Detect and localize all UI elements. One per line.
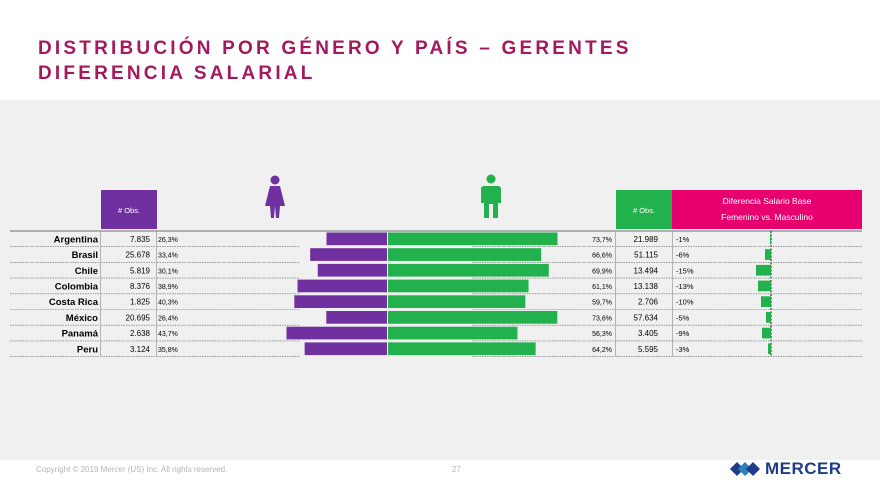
mercer-logo-text: MERCER: [765, 459, 842, 478]
male-obs-value: 13.138: [634, 282, 659, 291]
diff-bar: [762, 327, 771, 339]
diff-label: -5%: [676, 313, 690, 322]
country-label: Colombia: [55, 281, 99, 292]
gender-distribution-chart: # Obs. # Obs. Diferencia Salario Base Fe…: [10, 174, 862, 357]
female-obs-value: 1.825: [130, 298, 151, 307]
male-obs-value: 57.634: [634, 313, 659, 322]
female-bar: [310, 248, 387, 261]
diff-label: -1%: [676, 235, 690, 244]
male-obs-value: 5.595: [638, 345, 659, 354]
country-label: México: [66, 313, 98, 324]
diff-header-line-1: Diferencia Salario Base: [723, 196, 812, 206]
female-obs-header: # Obs.: [118, 206, 140, 215]
male-obs-value: 2.706: [638, 298, 659, 307]
female-bar: [297, 279, 387, 293]
male-bar: [388, 279, 529, 293]
male-bar: [388, 263, 549, 277]
page-number: 27: [452, 465, 461, 474]
copyright-text: Copyright © 2019 Mercer (US) Inc. All ri…: [36, 465, 228, 474]
country-label: Brasil: [72, 250, 98, 261]
female-obs-value: 5.819: [130, 266, 151, 275]
male-pct-label: 69,9%: [592, 268, 612, 275]
diff-label: -15%: [676, 266, 694, 275]
female-obs-header-bg: [101, 190, 157, 229]
chart-rows: Argentina 7.835 26,3% 73,7% 21.989 -1% Brasil 2…: [10, 230, 862, 357]
diff-bar: [758, 280, 771, 292]
male-bar: [388, 342, 536, 356]
female-pct-label: 40,3%: [158, 300, 178, 307]
diff-bar: [756, 264, 771, 276]
country-label: Peru: [77, 344, 98, 355]
male-obs-value: 13.494: [634, 266, 659, 275]
country-label: Panamá: [62, 329, 99, 340]
chart-panel: # Obs. # Obs. Diferencia Salario Base Fe…: [0, 100, 880, 460]
male-pct-label: 64,2%: [592, 347, 612, 354]
male-obs-header-bg: [616, 190, 672, 229]
male-pct-label: 73,6%: [592, 315, 612, 322]
page-title: DISTRIBUCIÓN POR GÉNERO Y PAÍS – GERENTE…: [38, 36, 632, 86]
mercer-logo-icon: [730, 462, 760, 476]
male-obs-value: 21.989: [634, 235, 659, 244]
male-bar: [388, 295, 526, 308]
female-pct-label: 43,7%: [158, 331, 178, 338]
diff-bar: [765, 249, 771, 260]
female-obs-value: 8.376: [130, 282, 151, 291]
male-icon: [481, 174, 501, 218]
title-line-2: DIFERENCIA SALARIAL: [38, 63, 316, 84]
female-bar: [286, 326, 387, 340]
female-icon: [265, 175, 285, 218]
female-bar: [326, 311, 387, 324]
country-label: Argentina: [54, 234, 99, 245]
country-label: Costa Rica: [49, 297, 99, 308]
female-bar: [294, 295, 387, 308]
diff-bar: [770, 233, 771, 245]
female-pct-label: 26,4%: [158, 315, 178, 322]
female-bar: [317, 263, 387, 277]
diff-label: -3%: [676, 345, 690, 354]
female-bar: [326, 232, 387, 246]
female-obs-value: 2.638: [130, 329, 151, 338]
female-obs-value: 20.695: [126, 313, 151, 322]
female-bar: [304, 342, 387, 356]
diff-bar: [761, 296, 771, 307]
male-pct-label: 66,6%: [592, 253, 612, 260]
title-line-1: DISTRIBUCIÓN POR GÉNERO Y PAÍS – GERENTE…: [38, 38, 632, 59]
diff-header-line-2: Femenino vs. Masculino: [721, 212, 813, 222]
female-obs-value: 3.124: [130, 345, 151, 354]
male-pct-label: 73,7%: [592, 237, 612, 244]
female-pct-label: 30,1%: [158, 268, 178, 275]
female-pct-label: 26,3%: [158, 237, 178, 244]
male-bar: [388, 232, 558, 246]
diff-bar: [768, 343, 771, 355]
male-obs-value: 3.405: [638, 329, 659, 338]
female-pct-label: 33,4%: [158, 253, 178, 260]
male-obs-header: # Obs.: [633, 206, 655, 215]
male-pct-label: 61,1%: [592, 284, 612, 291]
male-pct-label: 59,7%: [592, 300, 612, 307]
diff-label: -6%: [676, 251, 690, 260]
diff-bar: [766, 312, 771, 323]
female-obs-value: 25.678: [126, 251, 151, 260]
male-bar: [388, 326, 518, 340]
diff-label: -10%: [676, 298, 694, 307]
female-pct-label: 35,8%: [158, 347, 178, 354]
country-label: Chile: [75, 266, 98, 277]
male-bar: [388, 248, 542, 261]
female-obs-value: 7.835: [130, 235, 151, 244]
female-pct-label: 38,9%: [158, 284, 178, 291]
diff-label: -13%: [676, 282, 694, 291]
male-pct-label: 56,3%: [592, 331, 612, 338]
diff-label: -9%: [676, 329, 690, 338]
diff-header-bg: [672, 190, 862, 229]
male-bar: [388, 311, 558, 324]
male-obs-value: 51.115: [634, 251, 658, 260]
mercer-logo: MERCER: [730, 458, 842, 480]
